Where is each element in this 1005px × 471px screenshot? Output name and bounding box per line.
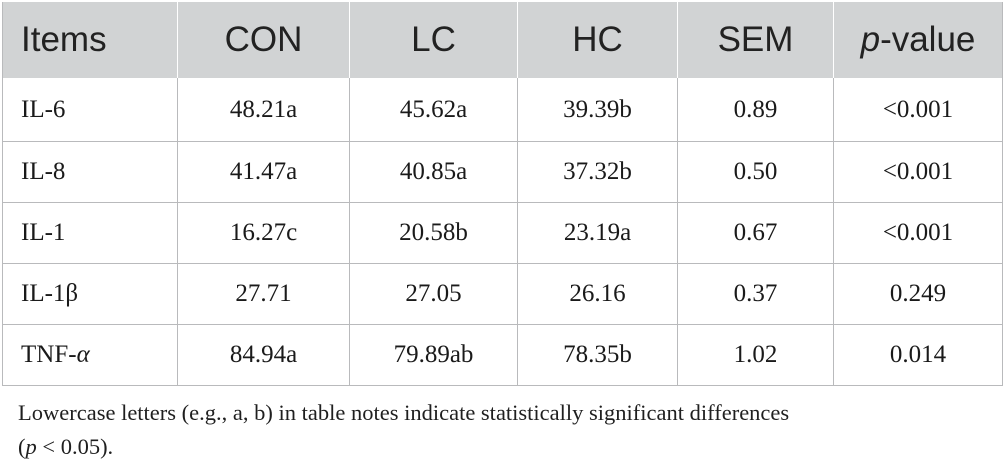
header-p-value: p-value <box>833 2 1003 78</box>
table-row: IL-8 41.47a 40.85a 37.32b 0.50 <0.001 <box>2 141 1003 203</box>
table-header-row: Items CON LC HC SEM p-value <box>2 2 1003 78</box>
cell-lc: 40.85a <box>349 141 518 203</box>
cell-item: IL-8 <box>2 141 178 203</box>
footnote-open-paren: ( <box>18 434 26 459</box>
cell-p-value: 0.249 <box>833 263 1003 325</box>
cell-lc: 20.58b <box>349 202 518 264</box>
cell-item: IL-6 <box>2 78 178 142</box>
header-p-rest: -value <box>880 20 976 59</box>
cell-lc: 45.62a <box>349 78 518 142</box>
header-p-italic: p <box>860 20 881 59</box>
cell-item: TNF-α <box>2 324 178 386</box>
table-row: IL-1β 27.71 27.05 26.16 0.37 0.249 <box>2 263 1003 325</box>
cell-con: 48.21a <box>177 78 350 142</box>
cell-con: 41.47a <box>177 141 350 203</box>
cell-hc: 78.35b <box>517 324 678 386</box>
table-row: TNF-α 84.94a 79.89ab 78.35b 1.02 0.014 <box>2 324 1003 386</box>
cell-sem: 0.89 <box>677 78 834 142</box>
cell-p-value: <0.001 <box>833 78 1003 142</box>
table-footnote: Lowercase letters (e.g., a, b) in table … <box>18 396 978 464</box>
cell-con: 27.71 <box>177 263 350 325</box>
cell-p-value: <0.001 <box>833 141 1003 203</box>
cell-lc: 27.05 <box>349 263 518 325</box>
cell-sem: 1.02 <box>677 324 834 386</box>
cell-sem: 0.67 <box>677 202 834 264</box>
header-con: CON <box>177 2 350 78</box>
footnote-rest: < 0.05). <box>36 434 114 459</box>
cell-p-value: <0.001 <box>833 202 1003 264</box>
cell-sem: 0.50 <box>677 141 834 203</box>
header-hc: HC <box>517 2 678 78</box>
header-sem: SEM <box>677 2 834 78</box>
data-table-container: Items CON LC HC SEM p-value IL-6 48.21a … <box>2 2 1003 386</box>
cell-item-italic: α <box>76 341 90 368</box>
results-table: Items CON LC HC SEM p-value IL-6 48.21a … <box>2 2 1003 386</box>
header-items: Items <box>2 2 178 78</box>
cell-item: IL-1 <box>2 202 178 264</box>
cell-hc: 39.39b <box>517 78 678 142</box>
cell-lc: 79.89ab <box>349 324 518 386</box>
cell-hc: 23.19a <box>517 202 678 264</box>
cell-hc: 26.16 <box>517 263 678 325</box>
cell-item-text: TNF- <box>21 341 77 368</box>
cell-p-value: 0.014 <box>833 324 1003 386</box>
cell-hc: 37.32b <box>517 141 678 203</box>
footnote-p-italic: p <box>25 434 37 459</box>
cell-con: 84.94a <box>177 324 350 386</box>
cell-item: IL-1β <box>2 263 178 325</box>
footnote-line-2: (p < 0.05). <box>18 430 978 464</box>
cell-con: 16.27c <box>177 202 350 264</box>
footnote-line-1: Lowercase letters (e.g., a, b) in table … <box>18 400 790 425</box>
header-lc: LC <box>349 2 518 78</box>
table-row: IL-6 48.21a 45.62a 39.39b 0.89 <0.001 <box>2 78 1003 142</box>
cell-sem: 0.37 <box>677 263 834 325</box>
table-row: IL-1 16.27c 20.58b 23.19a 0.67 <0.001 <box>2 202 1003 264</box>
